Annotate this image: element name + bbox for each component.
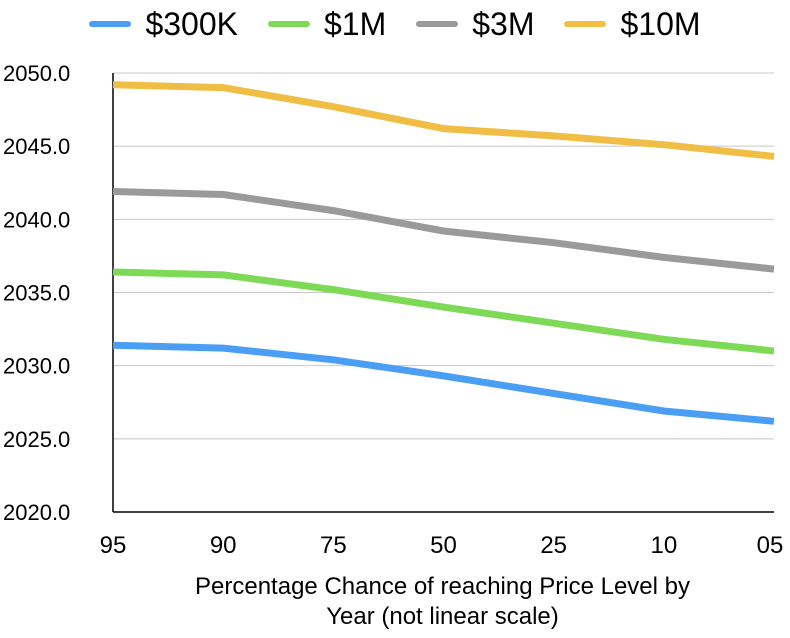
legend-swatch-10m xyxy=(564,21,607,27)
y-tick-label-2025.0: 2025.0 xyxy=(3,427,70,452)
legend-swatch-1m xyxy=(267,21,310,27)
legend-item-1m: $1M xyxy=(267,6,387,42)
y-axis: 2020.0 2025.0 2030.0 2035.0 2040.0 2045.0 2050… xyxy=(3,61,114,525)
legend-label-1m: $1M xyxy=(323,6,387,42)
x-tick-label-90: 90 xyxy=(210,532,237,559)
y-tick-label-2045.0: 2045.0 xyxy=(3,134,70,159)
legend-item-10m: $10M xyxy=(564,6,701,42)
legend-label-10m: $10M xyxy=(620,6,701,42)
x-tick-label-25: 25 xyxy=(540,532,567,559)
x-axis-title-line-1: Percentage Chance of reaching Price Leve… xyxy=(195,573,690,600)
x-tick-label-95: 95 xyxy=(100,532,127,559)
legend-label-3m: $3M xyxy=(472,6,535,42)
series-line-1 xyxy=(112,268,775,355)
x-tick-label-75: 75 xyxy=(320,532,347,559)
legend-item-3m: $3M xyxy=(416,8,534,40)
chart-legend: $300K $1M $3M $10M xyxy=(0,2,790,46)
legend-label-300k: $300K xyxy=(145,6,238,42)
series-line-3 xyxy=(112,81,775,160)
y-tick-label-2030.0: 2030.0 xyxy=(3,354,70,379)
series-line-2 xyxy=(112,188,775,273)
x-axis-title: Percentage Chance of reaching Price Leve… xyxy=(100,572,785,632)
x-tick-label-10: 10 xyxy=(650,532,677,559)
y-tick-label-2035.0: 2035.0 xyxy=(3,281,70,306)
series-line-0 xyxy=(112,341,775,425)
y-tick-label-2050.0: 2050.0 xyxy=(3,61,70,86)
series-lines xyxy=(112,81,775,425)
legend-item-300k: $300K xyxy=(89,8,238,40)
y-tick-label-2040.0: 2040.0 xyxy=(3,207,70,232)
legend-swatch-3m xyxy=(416,21,459,27)
x-axis-title-line-2: Year (not linear scale) xyxy=(326,603,559,630)
x-tick-label-05: 05 xyxy=(757,532,784,559)
x-axis: 95 90 75 50 25 10 05 xyxy=(100,511,784,559)
x-tick-label-50: 50 xyxy=(430,532,457,559)
y-tick-label-2020.0: 2020.0 xyxy=(3,500,70,525)
legend-swatch-300k xyxy=(89,21,132,27)
